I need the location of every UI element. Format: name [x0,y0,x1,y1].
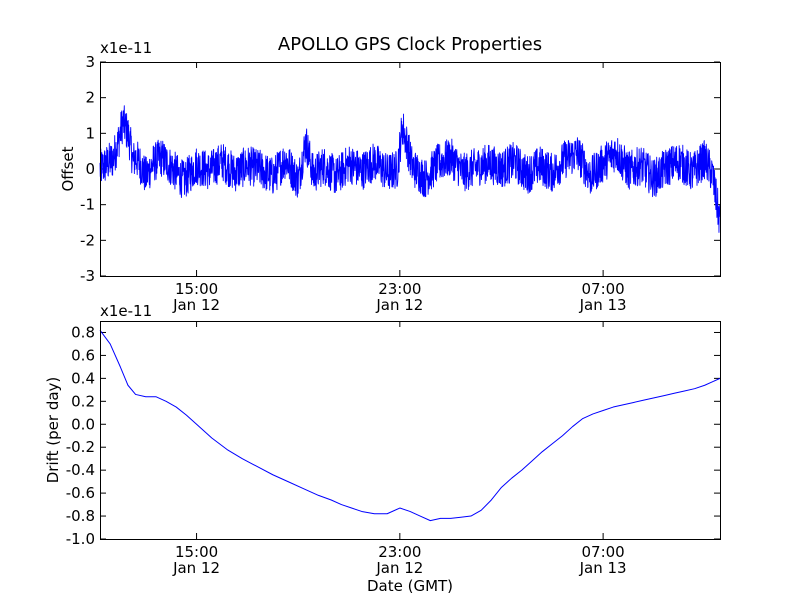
drift-series [99,329,721,522]
drift-xtick-time: 07:00 [581,543,624,561]
drift-xtick-date: Jan 12 [375,559,423,577]
drift-series-line [99,329,721,522]
offset-xtick-time: 07:00 [581,280,624,298]
drift-ylabel: Drift (per day) [44,377,62,484]
drift-ytick-label: 0.2 [71,392,95,410]
offset-xtick-date: Jan 12 [375,296,423,314]
offset-series-line [99,105,721,233]
offset-ytick-label: -2 [80,231,95,249]
drift-subplot: -1.0 -0.8 -0.6 -0.4 -0.2 0.0 0.2 0.4 0.6 0.8 15:00… [44,302,721,595]
offset-ytick-label: 2 [85,89,95,107]
drift-xtick-time: 23:00 [378,543,421,561]
drift-tick-labels: -1.0 -0.8 -0.6 -0.4 -0.2 0.0 0.2 0.4 0.6 0.8 15:00… [66,323,627,577]
offset-xtick-date: Jan 12 [172,296,220,314]
offset-xtick-time: 23:00 [378,280,421,298]
drift-ytick-label: -0.8 [66,507,95,525]
offset-multiplier: x1e-11 [100,39,152,57]
drift-xlabel: Date (GMT) [367,577,453,595]
offset-ytick-label: 1 [85,124,95,142]
drift-xtick-time: 15:00 [175,543,218,561]
drift-ytick-label: 0.4 [71,369,95,387]
offset-ylabel: Offset [59,146,77,191]
drift-xtick-date: Jan 12 [172,559,220,577]
drift-ytick-label: -0.4 [66,461,95,479]
offset-xtick-date: Jan 13 [579,296,627,314]
drift-ytick-label: -0.6 [66,484,95,502]
drift-ytick-label: -1.0 [66,530,95,548]
offset-ytick-label: -1 [80,196,95,214]
drift-ytick-label: 0.6 [71,346,95,364]
offset-axes-frame [100,62,721,277]
drift-ytick-label: 0.0 [71,415,95,433]
drift-multiplier: x1e-11 [100,302,152,320]
drift-ytick-label: -0.2 [66,438,95,456]
offset-ytick-label: 3 [85,53,95,71]
drift-xtick-date: Jan 13 [579,559,627,577]
drift-axes-frame [100,321,721,540]
offset-series [99,105,721,233]
chart-title: APOLLO GPS Clock Properties [278,34,542,55]
offset-ytick-label: -3 [80,267,95,285]
drift-ytick-label: 0.8 [71,323,95,341]
offset-ytick-label: 0 [85,160,95,178]
offset-xtick-time: 15:00 [175,280,218,298]
